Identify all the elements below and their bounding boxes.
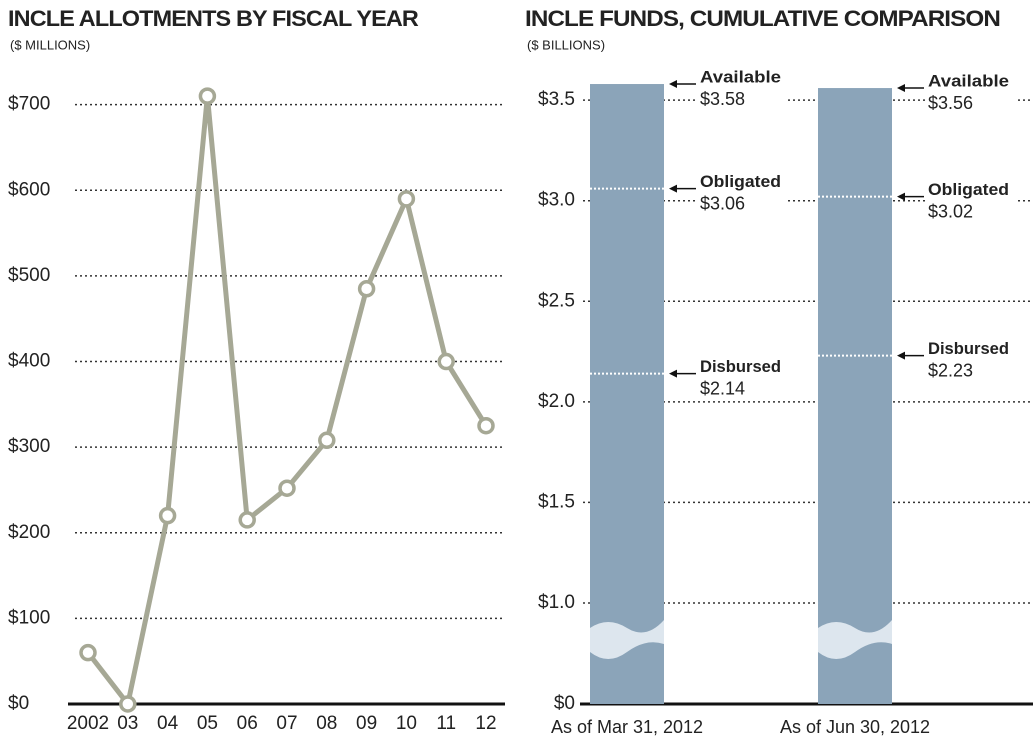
bar [590,84,664,705]
annotation-name: Available [928,72,1009,91]
x-tick-label: 10 [396,713,417,734]
annotation-name: Obligated [700,172,781,191]
data-point [397,190,416,208]
annotation-value: $3.02 [928,201,973,221]
y-tick-label: $3.0 [538,190,575,211]
data-point [318,431,336,450]
data-point [158,506,177,525]
x-tick-label: 12 [475,713,496,734]
chart-title: INCLE ALLOTMENTS BY FISCAL YEAR [8,6,419,31]
arrow-head [897,351,905,360]
x-tick-label: 04 [157,713,179,734]
x-tick-label: 05 [197,713,218,734]
data-point [437,352,455,371]
label-bg [926,71,1016,114]
data-point [477,416,495,435]
y-tick-label: $3.5 [538,89,575,110]
data-point [119,695,137,713]
arrow-head [669,184,677,193]
arrow-head [897,192,905,201]
chart-subtitle: ($ MILLIONS) [10,37,90,52]
data-point [238,511,256,529]
bar [818,88,892,705]
y-tick-label: $0 [554,693,575,714]
annotation-value: $2.23 [928,360,973,380]
data-point [357,280,376,298]
data-point [278,479,296,497]
y-tick-label: $700 [8,94,50,115]
y-tick-label: $1.0 [538,592,575,613]
x-tick-label: 11 [436,713,456,734]
x-tick-label: As of Jun 30, 2012 [780,717,930,737]
y-tick-label: $200 [8,522,50,543]
axis-break [818,620,892,659]
x-tick-label: 2002 [67,713,109,734]
arrow-head [669,369,677,378]
annotation-value: $2.14 [700,378,745,398]
y-tick-label: $1.5 [538,491,575,512]
x-tick-label: 03 [117,713,138,734]
y-tick-label: $0 [8,693,29,714]
label-bg [926,338,1016,381]
x-tick-label: 09 [356,713,377,734]
y-tick-label: $600 [8,179,50,200]
x-tick-label: 06 [237,713,258,734]
label-bg [926,179,1016,222]
x-tick-label: 08 [316,713,337,734]
y-tick-label: $2.0 [538,391,575,412]
data-point [198,87,217,105]
annotation-name: Obligated [928,180,1009,199]
annotation-value: $3.06 [700,193,745,213]
y-tick-label: $2.5 [538,290,575,311]
label-bg [698,356,788,399]
axis-break [590,620,664,659]
y-tick-label: $300 [8,436,50,457]
chart-subtitle: ($ BILLIONS) [527,37,605,52]
x-tick-label: As of Mar 31, 2012 [551,717,703,737]
label-bg [698,67,788,110]
y-tick-label: $400 [8,351,50,372]
annotation-name: Disbursed [700,357,781,376]
y-tick-label: $100 [8,607,50,628]
arrow-head [669,80,677,89]
annotation-value: $3.58 [700,89,745,109]
label-bg [698,171,788,214]
data-point [79,643,97,662]
y-tick-label: $500 [8,265,50,286]
arrow-head [897,84,905,93]
x-tick-label: 07 [276,713,297,734]
annotation-name: Available [700,68,781,87]
annotation-value: $3.56 [928,93,973,113]
data-line [86,93,489,707]
chart-title: INCLE FUNDS, CUMULATIVE COMPARISON [525,6,1000,31]
annotation-name: Disbursed [928,339,1009,358]
